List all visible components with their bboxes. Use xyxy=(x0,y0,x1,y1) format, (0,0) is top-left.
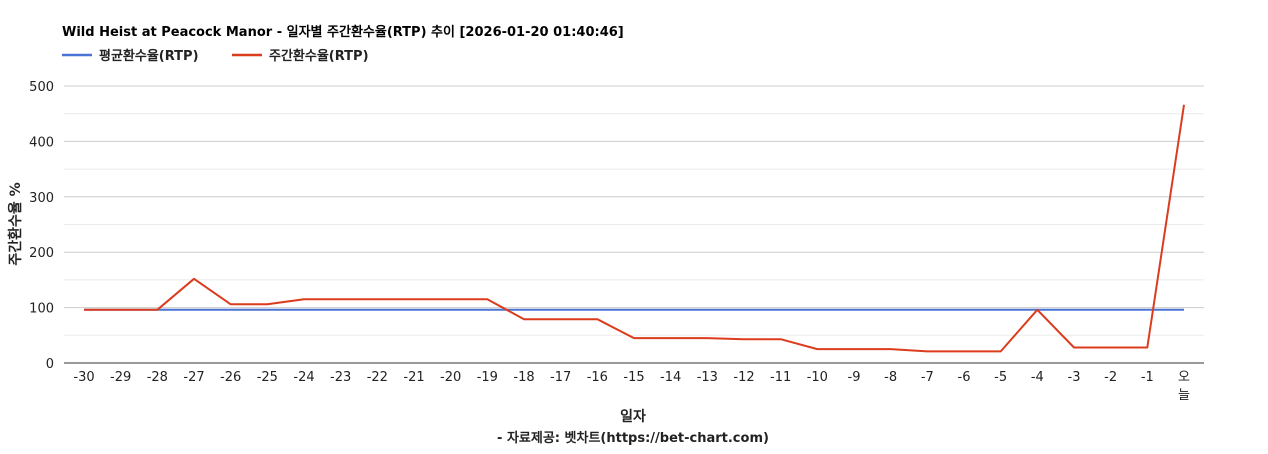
x-tick-label: -4 xyxy=(1031,370,1044,385)
x-tick-label: -7 xyxy=(921,370,934,385)
y-tick-label: 0 xyxy=(46,357,54,372)
y-axis-ticks: 0 100 200 300 400 500 xyxy=(29,80,54,372)
x-tick-label: -10 xyxy=(807,370,828,385)
x-tick-label: -15 xyxy=(623,370,644,385)
gridlines xyxy=(64,85,1204,336)
x-tick-label: -27 xyxy=(183,370,204,385)
x-tick-label: -28 xyxy=(147,370,168,385)
x-tick-label: -19 xyxy=(477,370,498,385)
x-tick-label: -14 xyxy=(660,370,681,385)
legend-label-average: 평균환수율(RTP) xyxy=(99,48,199,64)
x-tick-label: -8 xyxy=(884,370,897,385)
x-tick-label: -2 xyxy=(1104,370,1117,385)
x-tick-label: -12 xyxy=(733,370,754,385)
x-tick-label: -26 xyxy=(220,370,241,385)
x-tick-label: -11 xyxy=(770,370,791,385)
y-tick-label: 300 xyxy=(29,191,54,206)
x-tick-label: -25 xyxy=(257,370,278,385)
x-tick-label: -16 xyxy=(587,370,608,385)
x-tick-label: 오 xyxy=(1178,370,1190,385)
x-tick-label: -29 xyxy=(110,370,131,385)
y-axis-title: 주간환수율 % xyxy=(7,182,24,265)
x-tick-label: -24 xyxy=(293,370,314,385)
x-tick-label: -9 xyxy=(848,370,861,385)
x-tick-label: 늘 xyxy=(1178,388,1190,403)
x-tick-label: -5 xyxy=(994,370,1007,385)
x-tick-label: -13 xyxy=(697,370,718,385)
series-line-weekly-rtp xyxy=(84,104,1185,353)
source-credit: - 자료제공: 벳차트(https://bet-chart.com) xyxy=(497,430,769,446)
x-tick-label: -17 xyxy=(550,370,571,385)
chart-title: Wild Heist at Peacock Manor - 일자별 주간환수율(… xyxy=(62,24,624,40)
y-tick-label: 400 xyxy=(29,135,54,150)
legend: 평균환수율(RTP) 주간환수율(RTP) xyxy=(62,48,369,64)
x-tick-label: -3 xyxy=(1068,370,1081,385)
legend-label-weekly: 주간환수율(RTP) xyxy=(269,48,369,64)
x-tick-label: -21 xyxy=(403,370,424,385)
x-tick-label: -23 xyxy=(330,370,351,385)
x-tick-label: -22 xyxy=(367,370,388,385)
y-tick-label: 100 xyxy=(29,302,54,317)
x-tick-label: -20 xyxy=(440,370,461,385)
x-tick-label: -1 xyxy=(1141,370,1154,385)
y-tick-label: 500 xyxy=(29,80,54,95)
x-tick-label: -18 xyxy=(513,370,534,385)
x-tick-label: -6 xyxy=(958,370,971,385)
series-lines xyxy=(84,104,1185,353)
y-tick-label: 200 xyxy=(29,246,54,261)
x-tick-label: -30 xyxy=(73,370,94,385)
x-axis-ticks: -30 -29 -28 -27 -26 -25 -24 -23 -22 -21 -20 -19 -18 -… xyxy=(73,370,1190,403)
x-axis-title: 일자 xyxy=(620,409,646,425)
